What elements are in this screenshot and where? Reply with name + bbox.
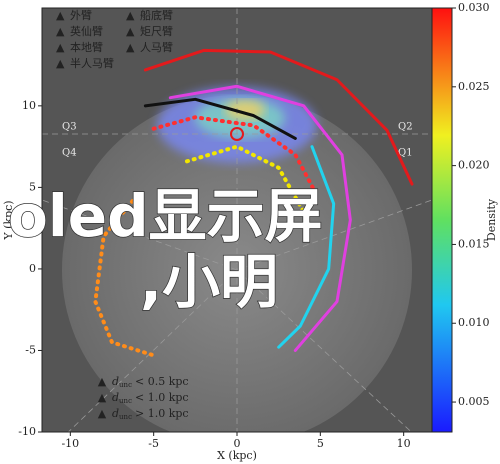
quadrant-label: Q2 (398, 122, 413, 133)
legend-label: 外臂 (70, 9, 92, 22)
marker-legend-label: dunc > 1.0 kpc (112, 407, 189, 421)
legend-marker: ▲ (126, 9, 135, 22)
y-tick-label: 5 (29, 180, 36, 193)
marker-legend-text: < 1.0 kpc (135, 391, 189, 404)
arm-line (151, 115, 319, 198)
arm-line (185, 144, 306, 214)
quadrant-label: Q4 (62, 148, 77, 159)
colorbar-label: Density (485, 198, 498, 241)
y-tick-label: 0 (29, 262, 36, 275)
marker-symbol-sub: unc (119, 413, 132, 421)
marker-symbol-d: d (112, 391, 119, 404)
legend-label: 船底臂 (140, 8, 173, 22)
marker-legend-text: < 0.5 kpc (135, 375, 189, 388)
legend-marker: ▲ (56, 57, 65, 70)
legend-label: 半人马臂 (70, 56, 114, 70)
colorbar (431, 7, 453, 433)
legend-marker: ▲ (126, 25, 135, 38)
legend-label: 矩尺臂 (140, 25, 173, 38)
legend-label: 人马臂 (140, 41, 173, 54)
x-tick-label: 0 (234, 437, 241, 450)
y-tick-label: -10 (18, 425, 36, 438)
y-axis-label: Y (kpc) (2, 200, 15, 240)
marker-symbol-sub: unc (119, 397, 132, 405)
arm-line (277, 145, 336, 349)
colorbar-tick-label: 0.005 (458, 395, 490, 408)
marker-symbol-d: d (112, 375, 119, 388)
sun (230, 127, 244, 141)
colorbar-tick-label: 0.015 (458, 237, 490, 250)
x-axis-label: X (kpc) (217, 449, 257, 462)
marker-symbol: ▲ (98, 391, 107, 404)
colorbar-tick-label: 0.030 (458, 1, 490, 14)
arm-line (93, 193, 156, 358)
legend-label: 本地臂 (70, 40, 103, 54)
x-tick-label: -10 (61, 437, 79, 450)
quadrant-label: Q1 (398, 148, 413, 159)
marker-symbol-sub: unc (119, 381, 132, 389)
y-tick-label: 10 (22, 99, 36, 112)
marker-legend-label: dunc < 0.5 kpc (112, 375, 189, 389)
x-tick-label: 5 (317, 437, 324, 450)
radial-lines (42, 8, 432, 432)
arm-line (168, 84, 352, 352)
legend-marker: ▲ (126, 41, 135, 54)
marker-symbol-d: d (112, 407, 119, 420)
arms (93, 48, 414, 358)
legend-marker: ▲ (56, 9, 65, 22)
legend-marker: ▲ (56, 41, 65, 54)
marker-legend-text: > 1.0 kpc (135, 407, 189, 420)
quadrant-label: Q3 (62, 122, 77, 133)
marker-symbol: ▲ (98, 407, 107, 420)
marker-legend-label: dunc < 1.0 kpc (112, 391, 189, 405)
x-tick-label: -5 (148, 437, 159, 450)
x-tick-label: 10 (397, 437, 411, 450)
arm-line (143, 48, 414, 186)
colorbar-tick-label: 0.010 (458, 316, 490, 329)
colorbar-tick-label: 0.025 (458, 80, 490, 93)
overlay-text: ,小明 (140, 248, 278, 316)
legend-label: 英仙臂 (70, 24, 103, 38)
marker-symbol: ▲ (98, 375, 107, 388)
legend-marker: ▲ (56, 25, 65, 38)
y-tick-label: -5 (25, 343, 36, 356)
colorbar-tick-label: 0.020 (458, 159, 490, 172)
arm-line (143, 97, 297, 140)
overlay-text: oled显示屏 (8, 182, 323, 250)
